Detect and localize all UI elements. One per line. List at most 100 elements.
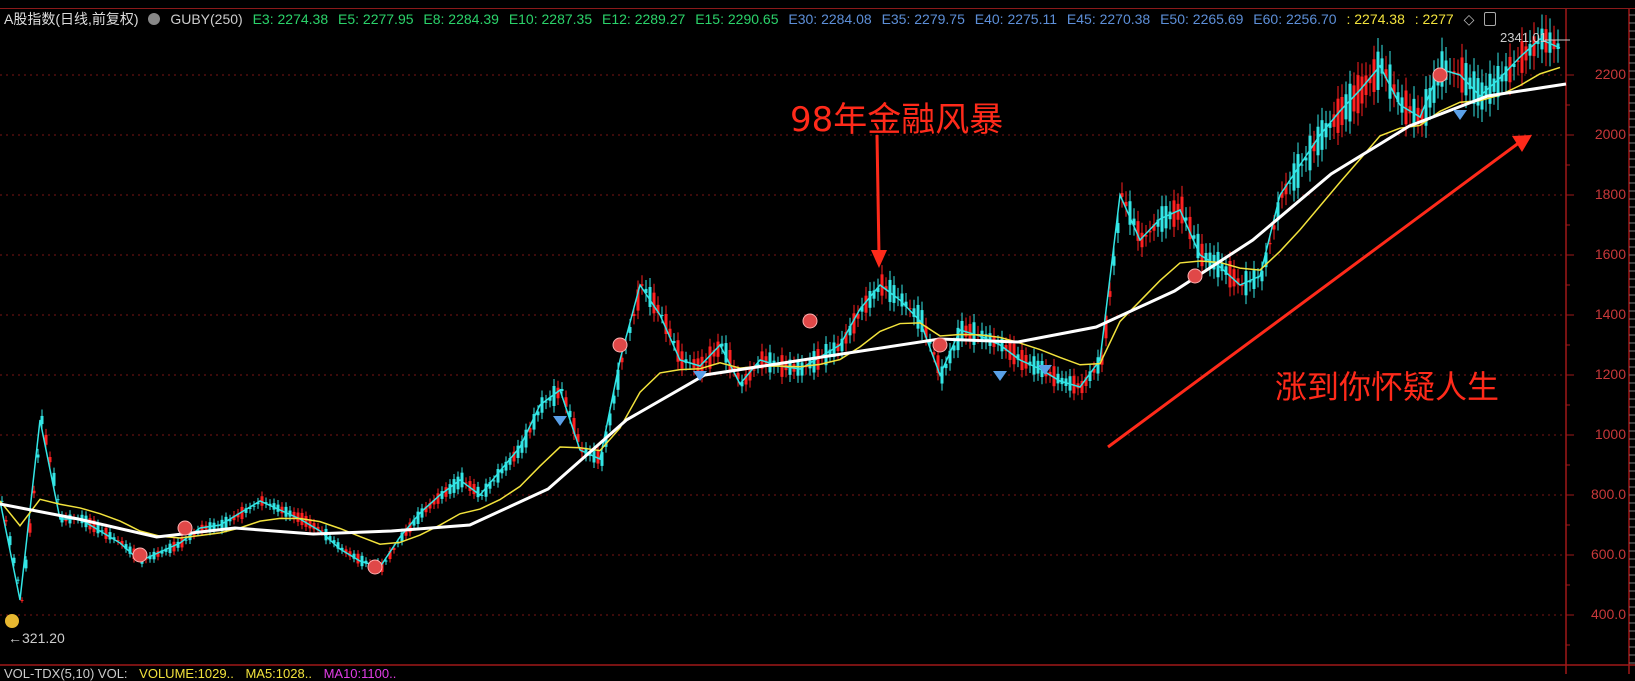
- ema-value: E10: 2287.35: [508, 11, 593, 27]
- candle-body: [1368, 77, 1372, 84]
- gear-icon[interactable]: [148, 13, 161, 25]
- candle-body: [496, 469, 500, 483]
- ema-value: E60: 2256.70: [1253, 11, 1337, 27]
- candle-body: [616, 369, 620, 390]
- candle-body: [724, 343, 728, 363]
- candle-body: [1332, 114, 1336, 127]
- signal-ball-icon: [802, 313, 818, 329]
- extra-value: : 2274.38: [1346, 11, 1405, 27]
- candle-body: [272, 503, 276, 510]
- candle-body: [1408, 106, 1412, 114]
- candle-body: [1056, 373, 1060, 384]
- candle-body: [164, 548, 168, 552]
- candle-body: [844, 332, 848, 344]
- candle-body: [592, 448, 596, 463]
- candle-body: [1264, 252, 1268, 268]
- candle-body: [904, 301, 908, 307]
- diamond-icon[interactable]: ◇: [1463, 11, 1475, 27]
- candle-body: [148, 555, 152, 560]
- candle-body: [656, 304, 660, 314]
- candle-body: [1516, 60, 1520, 62]
- candle-body: [740, 381, 744, 387]
- candle-body: [840, 338, 844, 352]
- candle-body: [896, 296, 900, 298]
- ema-value: E30: 2284.08: [788, 11, 872, 27]
- candle-body: [52, 472, 56, 486]
- candle-body: [1144, 234, 1148, 237]
- ema-value: E3: 2274.38: [252, 11, 329, 27]
- money-bag-icon: [5, 614, 19, 628]
- candle-body: [1512, 63, 1516, 68]
- window-toggle-icon[interactable]: [1484, 12, 1497, 26]
- candle-body: [1204, 252, 1208, 262]
- candle-body: [104, 527, 108, 539]
- ma-short-line: [0, 66, 1561, 545]
- candle-body: [44, 434, 48, 445]
- candle-body: [1352, 85, 1356, 112]
- candle-body: [1012, 343, 1016, 365]
- candle-body: [1320, 120, 1324, 150]
- candle-body: [952, 345, 956, 351]
- ema-value: E45: 2270.38: [1066, 11, 1151, 27]
- candle-body: [312, 523, 316, 530]
- candle-body: [1540, 28, 1544, 50]
- candle-body: [1172, 200, 1176, 227]
- candle-body: [716, 341, 720, 357]
- candle-body: [596, 450, 600, 464]
- candle-body: [652, 292, 656, 314]
- candle-body: [856, 313, 860, 319]
- ema-value: E12: 2289.27: [602, 11, 686, 27]
- candle-body: [276, 504, 280, 512]
- candle-body: [1500, 74, 1504, 82]
- candle-body: [1256, 277, 1260, 279]
- candle-body: [116, 540, 120, 542]
- candle-body: [508, 458, 512, 465]
- candle-body: [492, 480, 496, 482]
- candle-body: [1092, 368, 1096, 373]
- candle-body: [1088, 371, 1092, 382]
- candle-body: [332, 540, 336, 544]
- candle-body: [572, 418, 576, 434]
- ema-value: E35: 2279.75: [881, 11, 965, 27]
- candle-body: [1096, 357, 1100, 374]
- candle-body: [88, 518, 92, 530]
- candle-body: [448, 484, 452, 494]
- candle-body: [1316, 126, 1320, 156]
- signal-ball-icon: [1187, 268, 1203, 284]
- candle-body: [728, 349, 732, 372]
- candle-body: [328, 536, 332, 541]
- candle-body: [608, 413, 612, 426]
- indicator-name[interactable]: GUBY(250): [170, 11, 243, 27]
- candle-body: [1160, 206, 1164, 232]
- candle-body: [40, 415, 44, 425]
- candle-body: [1388, 64, 1392, 99]
- candle-body: [580, 447, 584, 453]
- candle-body: [1176, 203, 1180, 220]
- y-tick-label: 1800: [1594, 186, 1626, 202]
- candle-body: [320, 530, 324, 532]
- candle-body: [660, 314, 664, 316]
- candle-body: [288, 510, 292, 517]
- candle-body: [176, 541, 180, 548]
- candle-body: [160, 550, 164, 554]
- high-label: 2341.01: [1500, 30, 1547, 45]
- candle-body: [700, 356, 704, 376]
- candle-body: [1300, 164, 1304, 166]
- candle-body: [456, 476, 460, 490]
- candle-body: [452, 479, 456, 493]
- candle-body: [1136, 221, 1140, 241]
- candle-body: [268, 503, 272, 506]
- candle-body: [1084, 377, 1088, 387]
- candle-body: [1196, 233, 1200, 259]
- candle-body: [524, 429, 528, 448]
- candle-body: [1552, 39, 1556, 50]
- candle-body: [12, 557, 16, 564]
- candle-body: [120, 541, 124, 545]
- candle-body: [240, 506, 244, 520]
- candle-body: [744, 373, 748, 385]
- candle-body: [388, 550, 392, 560]
- candle-body: [1496, 65, 1500, 98]
- candle-body: [1104, 315, 1108, 339]
- candle-body: [852, 313, 856, 334]
